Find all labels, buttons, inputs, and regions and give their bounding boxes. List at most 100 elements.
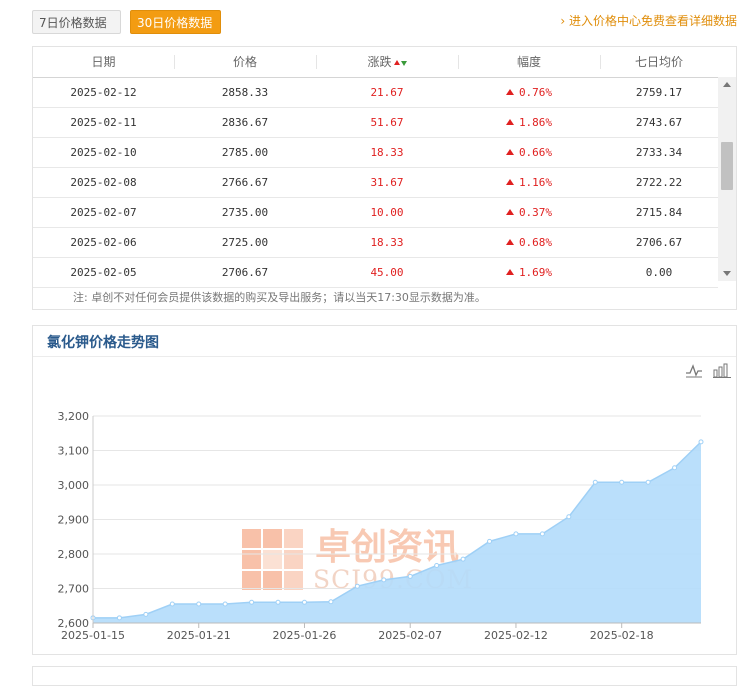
cell-date-value: 2025-02-06	[70, 236, 137, 249]
data-point[interactable]	[275, 599, 281, 605]
cell-percent: 1.16%	[458, 168, 600, 197]
x-tick-label: 2025-01-26	[273, 629, 337, 642]
cell-price: 2858.33	[174, 78, 316, 107]
cell-7day-avg: 2722.22	[600, 168, 718, 197]
cell-percent: 0.76%	[458, 78, 600, 107]
data-point[interactable]	[513, 531, 519, 537]
header-change[interactable]: 涨跌	[316, 47, 458, 77]
data-point[interactable]	[487, 538, 493, 544]
data-point[interactable]	[249, 599, 255, 605]
cell-date: 2025-02-06	[33, 228, 174, 257]
cell-7day-avg-value: 0.00	[645, 266, 673, 279]
chevron-right-icon: ›	[560, 14, 566, 28]
cell-percent-value: 0.37%	[518, 206, 553, 219]
data-point[interactable]	[354, 583, 360, 589]
watermark-logo-block	[263, 571, 282, 590]
cell-change-value: 18.33	[370, 146, 404, 159]
chart-title: 氯化钾价格走势图	[47, 335, 159, 351]
header-price: 价格	[232, 55, 257, 69]
cell-price: 2735.00	[174, 198, 316, 227]
cell-change-value: 10.00	[370, 206, 404, 219]
cell-7day-avg: 0.00	[600, 258, 718, 287]
cell-change: 31.67	[316, 168, 458, 197]
cell-percent-value: 1.86%	[518, 116, 553, 129]
header-date: 日期	[91, 55, 116, 69]
table-scrollbar[interactable]	[718, 77, 736, 281]
cell-percent: 0.37%	[458, 198, 600, 227]
price-center-link[interactable]: › 进入价格中心免费查看详细数据	[560, 12, 737, 29]
bar-chart-icon[interactable]	[713, 362, 731, 378]
area-series	[90, 439, 704, 623]
up-arrow-icon	[505, 89, 514, 95]
data-point[interactable]	[116, 615, 122, 621]
y-tick-label: 2,600	[58, 617, 90, 630]
cell-change-value: 21.67	[370, 86, 404, 99]
price-trend-chart: 卓创资讯SCI99.COM 2,6002,7002,8002,9003,0003…	[32, 325, 737, 655]
cell-date-value: 2025-02-11	[70, 116, 137, 129]
data-point[interactable]	[592, 479, 598, 485]
cell-percent-value: 0.68%	[518, 236, 553, 249]
up-arrow-icon	[505, 119, 514, 125]
cell-price-value: 2725.00	[221, 236, 269, 249]
data-point[interactable]	[539, 531, 545, 537]
header-change-label: 涨跌	[367, 55, 392, 69]
watermark-text-cn: 卓创资讯	[315, 527, 459, 568]
watermark-logo-block	[284, 550, 303, 569]
header-divider	[458, 55, 459, 69]
data-point[interactable]	[222, 601, 228, 607]
cell-date-value: 2025-02-10	[70, 146, 137, 159]
header-divider	[316, 55, 317, 69]
data-point[interactable]	[381, 577, 387, 583]
tab-7-day-data[interactable]: 7日价格数据	[32, 10, 121, 34]
data-point[interactable]	[196, 601, 202, 607]
scrollbar-thumb[interactable]	[721, 142, 733, 190]
table-row: 2025-02-11 2836.67 51.67 1.86% 2743.67	[33, 108, 718, 138]
cell-change: 21.67	[316, 78, 458, 107]
table-header: 日期 价格 涨跌 幅度 七日均价	[33, 47, 718, 78]
cell-date-value: 2025-02-07	[70, 206, 137, 219]
cell-7day-avg-value: 2706.67	[635, 236, 683, 249]
y-tick-label: 2,700	[58, 583, 90, 596]
watermark-logo-block	[284, 529, 303, 548]
scroll-up-icon[interactable]	[723, 82, 731, 87]
cell-percent-value: 0.66%	[518, 146, 553, 159]
tab-bar: 7日价格数据 30日价格数据 › 进入价格中心免费查看详细数据	[32, 10, 737, 36]
table-row: 2025-02-08 2766.67 31.67 1.16% 2722.22	[33, 168, 718, 198]
cell-date: 2025-02-11	[33, 108, 174, 137]
data-point[interactable]	[698, 439, 704, 445]
data-point[interactable]	[301, 599, 307, 605]
disclaimer-note: 注: 卓创不对任何会员提供该数据的购买及导出服务；请以当天17:30显示数据为准…	[73, 291, 486, 304]
cell-7day-avg: 2706.67	[600, 228, 718, 257]
data-point[interactable]	[672, 465, 678, 471]
up-arrow-icon	[505, 239, 514, 245]
line-chart-icon[interactable]	[685, 362, 703, 378]
y-tick-label: 3,200	[58, 410, 90, 423]
cell-date: 2025-02-12	[33, 78, 174, 107]
data-point[interactable]	[434, 562, 440, 568]
x-axis: 2025-01-15 2025-01-21 2025-01-26 2025-02-07…	[61, 622, 701, 642]
scroll-down-icon[interactable]	[723, 271, 731, 276]
data-point[interactable]	[566, 514, 572, 520]
data-point[interactable]	[645, 479, 651, 485]
table-row: 2025-02-10 2785.00 18.33 0.66% 2733.34	[33, 138, 718, 168]
table-row: 2025-02-07 2735.00 10.00 0.37% 2715.84	[33, 198, 718, 228]
data-point[interactable]	[407, 573, 413, 579]
x-tick-label: 2025-02-18	[590, 629, 654, 642]
y-tick-label: 3,100	[58, 445, 90, 458]
data-point[interactable]	[169, 601, 175, 607]
cell-price-value: 2836.67	[221, 116, 269, 129]
data-point[interactable]	[143, 611, 149, 617]
sort-icon[interactable]	[393, 47, 407, 77]
header-divider	[174, 55, 175, 69]
x-tick-label: 2025-02-07	[378, 629, 442, 642]
data-point[interactable]	[328, 599, 334, 605]
cell-percent: 0.68%	[458, 228, 600, 257]
cell-price: 2836.67	[174, 108, 316, 137]
data-point[interactable]	[460, 556, 466, 562]
cell-price: 2785.00	[174, 138, 316, 167]
tab-30-day-data[interactable]: 30日价格数据	[130, 10, 221, 34]
chart-canvas: 卓创资讯SCI99.COM 2,6002,7002,8002,9003,0003…	[58, 410, 704, 642]
y-tick-label: 2,900	[58, 514, 90, 527]
cell-7day-avg-value: 2715.84	[635, 206, 683, 219]
data-point[interactable]	[619, 479, 625, 485]
